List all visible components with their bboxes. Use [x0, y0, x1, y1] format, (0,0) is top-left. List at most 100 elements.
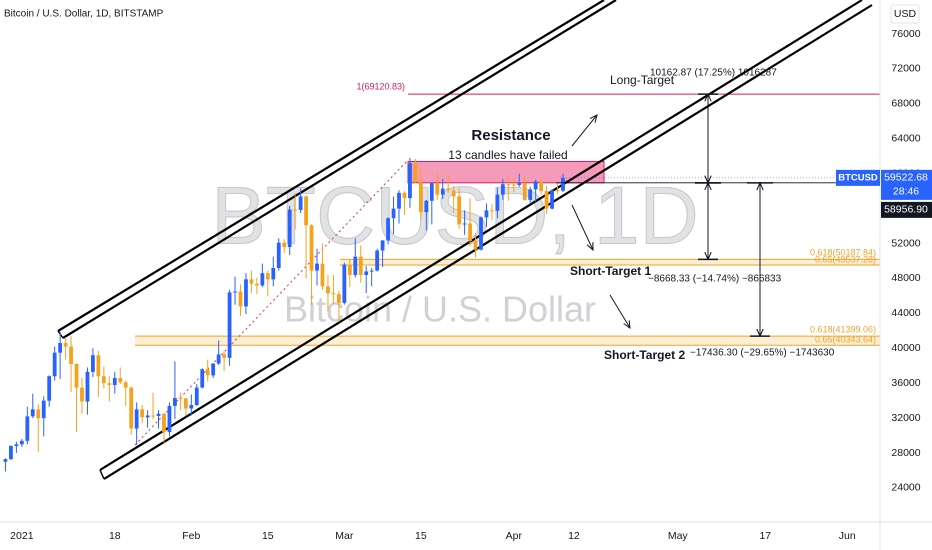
candle-body	[336, 294, 341, 303]
candle-body	[222, 354, 226, 358]
candle-body	[490, 210, 494, 212]
candle-body	[249, 279, 254, 284]
fib-label: 0.618(41399.06)	[810, 324, 876, 334]
candle-body	[80, 387, 84, 402]
y-tick-label: 72000	[891, 63, 920, 75]
chart-title: Bitcoin / U.S. Dollar, 1D, BITSTAMP	[4, 9, 164, 20]
symbol-tag	[836, 169, 880, 186]
y-tick-label: 32000	[891, 412, 920, 424]
candle-body	[167, 405, 172, 433]
candle-body	[517, 183, 522, 186]
long-target-label: Long-Target	[610, 73, 675, 87]
candle-body	[47, 376, 52, 401]
watermark-name: Bitcoin / U.S. Dollar	[284, 289, 596, 330]
candle-body	[506, 184, 511, 186]
candle-body	[58, 343, 63, 353]
candle-body	[3, 459, 8, 462]
watermark: BTCUSD, 1D Bitcoin / U.S. Dollar	[211, 170, 700, 330]
candle-body	[408, 163, 412, 199]
candle-body	[561, 177, 565, 191]
candle-body	[63, 343, 68, 347]
candle-body	[25, 416, 30, 441]
candle-body	[555, 190, 560, 192]
currency-box	[890, 4, 920, 24]
candle-body	[380, 240, 385, 251]
short-target-2-measure: −17436.30 (−29.65%) −1743630	[690, 348, 835, 359]
fib-label: 0.618(50187.84)	[810, 248, 876, 258]
y-tick-label: 44000	[891, 307, 920, 319]
candle-body	[473, 240, 478, 250]
candle-body	[85, 371, 90, 402]
candle-body	[287, 209, 292, 248]
candle-body	[140, 409, 145, 418]
x-tick-label: Mar	[335, 530, 354, 542]
short-target-2-label: Short-Target 2	[604, 348, 685, 362]
candle-body	[364, 271, 369, 275]
candle-body	[293, 209, 298, 211]
y-tick-label: 76000	[891, 28, 920, 40]
candle-body	[178, 398, 183, 400]
arrow	[571, 204, 593, 250]
candle-body	[227, 292, 232, 358]
fib-zone	[340, 259, 880, 266]
candle-body	[41, 400, 46, 419]
candle-body	[369, 270, 374, 272]
candle-body	[276, 242, 281, 268]
fib-label: 0.65(40343.64)	[815, 335, 876, 345]
channel-cap	[99, 469, 105, 480]
candle-body	[233, 291, 237, 293]
candle-body	[151, 415, 155, 417]
price-axis	[880, 0, 932, 550]
x-tick-label: Jun	[839, 530, 856, 542]
candle-body	[19, 440, 24, 445]
x-tick-label: 15	[415, 530, 427, 542]
candle-body	[156, 413, 161, 416]
countdown: 28:46	[893, 186, 919, 198]
candle-body	[413, 163, 418, 183]
candle-body	[265, 273, 270, 280]
y-tick-label: 28000	[891, 447, 920, 459]
y-tick-label: 48000	[891, 272, 920, 284]
candle-body	[544, 191, 549, 209]
candle-body	[74, 364, 79, 388]
candle-body	[134, 409, 139, 429]
candle-body	[462, 223, 467, 225]
line-price-tag	[881, 201, 932, 218]
candle-body	[375, 250, 380, 271]
target-level-label: 1(69120.83)	[356, 81, 405, 91]
x-tick-label: 2021	[10, 530, 34, 542]
candle-body	[69, 346, 73, 365]
currency: USD	[894, 8, 917, 20]
candle-body	[162, 413, 166, 433]
channel-line	[103, 4, 873, 480]
candle-body	[216, 354, 221, 364]
short-target-1-label: Short-Target 1	[570, 264, 651, 278]
candle-body	[309, 225, 314, 271]
y-tick-label: 24000	[891, 482, 920, 494]
x-tick-label: 15	[262, 530, 274, 542]
candle-body	[358, 256, 363, 275]
candle-body	[282, 242, 287, 248]
channel-line	[57, 0, 605, 332]
candle-body	[468, 223, 472, 241]
candle-body	[112, 377, 117, 385]
y-tick-label: 64000	[891, 133, 920, 145]
candle-body	[96, 355, 101, 377]
candle-body	[205, 369, 210, 376]
candle-body	[189, 405, 194, 409]
candle-body	[533, 181, 538, 190]
candle-body	[118, 377, 123, 383]
arrow	[571, 115, 597, 147]
short-target-1-measure: −8668.33 (−14.74%) −866833	[648, 274, 782, 285]
candle-body	[36, 409, 41, 419]
candle-body	[539, 181, 544, 192]
time-axis	[0, 522, 932, 550]
candle-body	[446, 188, 451, 191]
candle-body	[402, 192, 407, 199]
candle-body	[495, 194, 500, 211]
candle-body	[211, 363, 216, 376]
candle-body	[522, 183, 527, 200]
candle-body	[479, 217, 483, 250]
candle-body	[331, 293, 336, 295]
